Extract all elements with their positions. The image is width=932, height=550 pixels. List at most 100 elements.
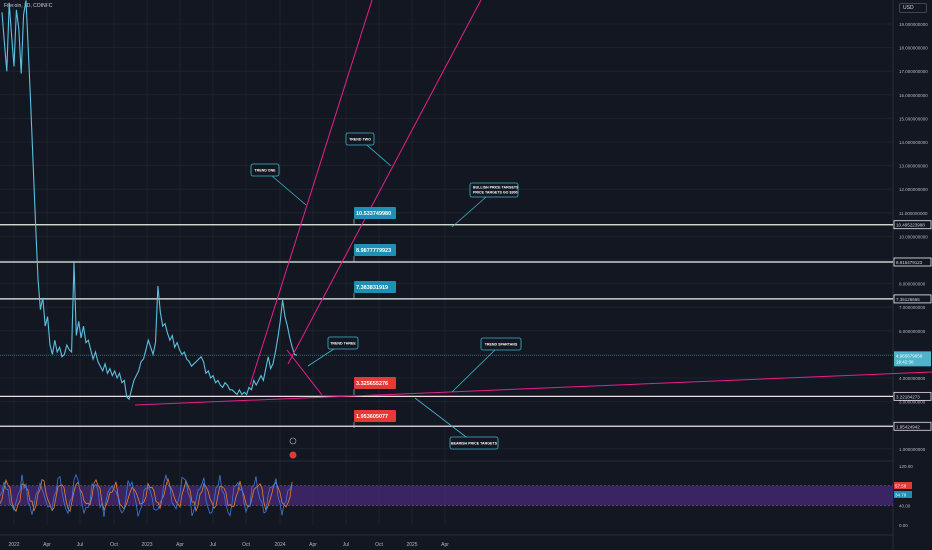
callout-label: TREND TWO (349, 138, 371, 142)
callout-box (345, 132, 375, 146)
callout: TREND SPARTANS (451, 337, 522, 393)
price-target-box: 10.533749980 (353, 207, 396, 225)
rsi-band (0, 485, 893, 506)
callout: TREND THREE (307, 336, 359, 367)
rsi-line (0, 473, 293, 517)
rsi-value-label: 34.76 (895, 493, 907, 498)
callout-box (327, 336, 359, 350)
price-target-label: 8.9877779923 (356, 248, 391, 254)
y-tick-label: 3.000000000 (899, 400, 926, 405)
rsi-value-label: 57.58 (895, 484, 907, 489)
price-target-bg (354, 244, 396, 256)
price-level-tag (893, 294, 932, 304)
x-tick-label: 2024 (274, 542, 285, 548)
price-series-line (1, 0, 298, 401)
x-tick-label: 2022 (8, 542, 19, 548)
y-tick-label: 4.000000000 (899, 376, 926, 381)
y-tick-label: 18.000000000 (899, 46, 928, 51)
y-tick-label: 8.000000000 (899, 282, 926, 287)
callout-label: TREND ONE (254, 169, 276, 173)
x-tick-label: Apr (176, 542, 184, 548)
price-target-bg (354, 410, 396, 422)
x-tick-label: Oct (375, 542, 383, 548)
y-tick-label: 11.000000000 (899, 211, 928, 216)
rsi-value-tag (894, 491, 912, 498)
callout-box (250, 163, 280, 177)
price-level-tag (893, 220, 932, 230)
current-price-value: 4.965679656 (896, 353, 923, 358)
callout-label-line1: BULLISH PRICE TARGETS (473, 186, 519, 190)
price-level-tag (893, 257, 932, 267)
callout-pointer (414, 397, 475, 444)
callout: TREND ONE (250, 163, 307, 206)
callout-label-line2: PRICE TARGETS GO $300 (473, 191, 517, 195)
x-tick-label: Jul (210, 542, 216, 548)
y-tick-label: 16.000000000 (899, 93, 928, 98)
price-target-box: 8.9877779923 (353, 244, 396, 262)
price-target-bg (354, 281, 396, 293)
rsi-signal-line (0, 477, 293, 513)
x-tick-label: Apr (309, 542, 317, 548)
y-tick-label: 17.000000000 (899, 69, 928, 74)
price-target-bg (354, 207, 396, 219)
trend-line-two (287, 0, 482, 365)
callout-pointer (451, 343, 502, 393)
price-level-tag (893, 421, 932, 431)
price-level-value: 7.35126665 (896, 297, 920, 302)
price-target-box: 1.953605077 (353, 410, 396, 428)
trend-line-one (249, 0, 373, 386)
y-tick-label: 14.000000000 (899, 140, 928, 145)
y-tick-label: 7.000000000 (899, 305, 926, 310)
y-tick-label: 10.000000000 (899, 234, 928, 239)
earnings-icon (289, 451, 297, 459)
price-target-label: 10.533749980 (356, 211, 391, 217)
price-target-label: 1.953605077 (356, 414, 388, 420)
price-level-value: 1.95424942 (896, 424, 920, 429)
current-price-tag (894, 351, 931, 367)
price-level-value: 3.22184273 (896, 394, 920, 399)
y-tick-label: 1.000000000 (899, 447, 926, 452)
x-tick-label: 2023 (141, 542, 152, 548)
x-tick-label: Jul (77, 542, 83, 548)
rsi-value-tag (894, 482, 912, 489)
callout-box (480, 337, 522, 351)
callout-box (469, 182, 519, 198)
x-tick-label: Apr (441, 542, 449, 548)
trend-lines (134, 0, 932, 406)
event-flag-icon (289, 437, 297, 445)
price-target-box: 7.383831919 (353, 281, 396, 299)
y-tick-label: 15.000000000 (899, 116, 928, 121)
x-tick-label: Jul (343, 542, 349, 548)
rsi-tick-label: 120.00 (899, 464, 913, 469)
price-level-value: 10.495223988 (896, 223, 925, 228)
y-tick-label: 13.000000000 (899, 164, 928, 169)
y-tick-label: 12.000000000 (899, 187, 928, 192)
symbol-header: Filecoin, 1D, COINFC (4, 3, 53, 9)
y-tick-label: 6.000000000 (899, 329, 926, 334)
price-target-bg (354, 377, 396, 389)
x-tick-label: Oct (242, 542, 250, 548)
callout-label: TREND SPARTANS (485, 343, 518, 347)
trend-line-three (286, 349, 323, 396)
y-tick-label: 19.000000000 (899, 22, 928, 27)
price-target-label: 3.325655276 (356, 381, 388, 387)
price-target-label: 7.383831919 (356, 285, 388, 291)
trend-line-spartans (134, 371, 932, 406)
current-price-countdown: 19:42:38 (896, 359, 914, 364)
callout-label: BEARISH PRICE TARGETS (451, 442, 498, 446)
currency-button[interactable]: USD (899, 3, 927, 13)
callout-box (449, 436, 499, 450)
price-target-box: 3.325655276 (353, 377, 396, 395)
x-tick-label: Apr (43, 542, 51, 548)
callout-label: TREND THREE (330, 342, 356, 346)
price-level-tag (893, 391, 932, 401)
rsi-tick-label: 0.00 (899, 523, 908, 528)
rsi-tick-label: 40.00 (899, 503, 911, 508)
callout: TREND TWO (345, 132, 392, 167)
price-level-value: 8.915479123 (896, 260, 923, 265)
x-tick-label: 2025 (406, 542, 417, 548)
callout: BEARISH PRICE TARGETS (414, 397, 499, 450)
x-tick-label: Oct (110, 542, 118, 548)
